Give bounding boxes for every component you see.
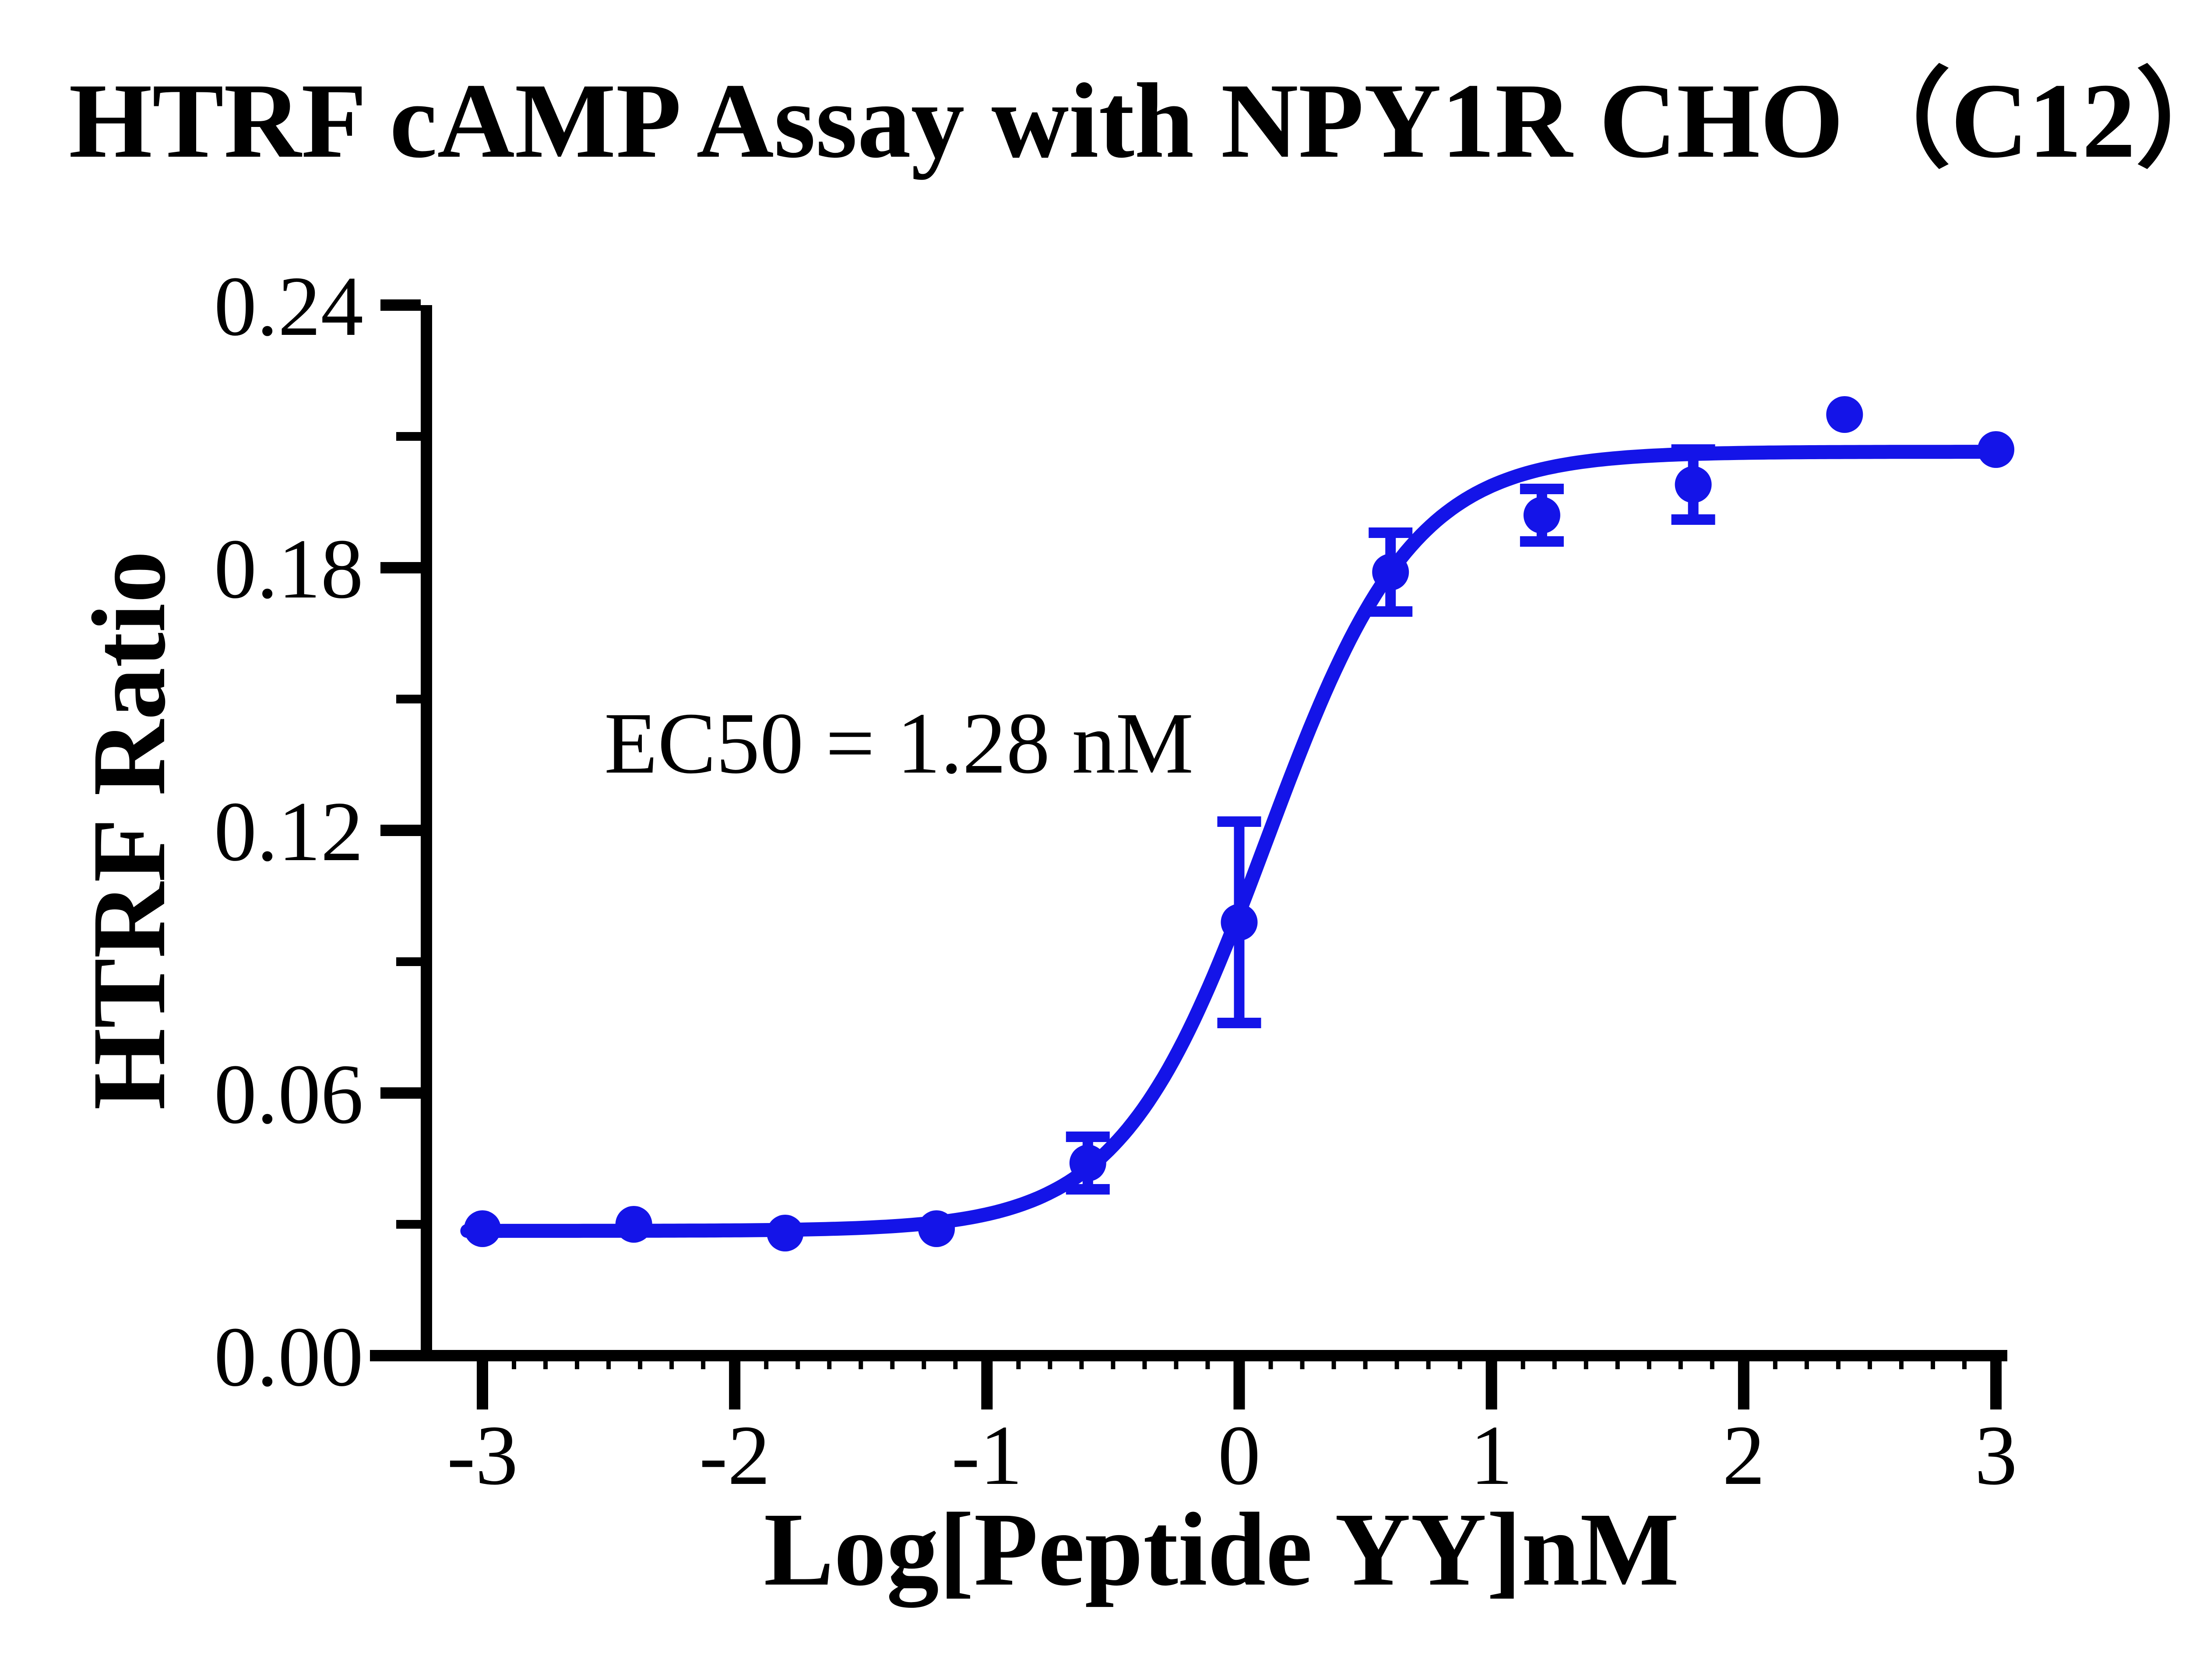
x-major-tick xyxy=(1233,1361,1245,1409)
x-minor-tick xyxy=(1615,1361,1620,1369)
x-minor-tick xyxy=(1174,1361,1179,1369)
data-point xyxy=(1069,1145,1106,1181)
x-tick-label: -1 xyxy=(951,1408,1022,1503)
x-minor-tick xyxy=(1962,1361,1967,1369)
x-major-tick xyxy=(477,1361,488,1409)
x-minor-tick xyxy=(701,1361,706,1369)
x-axis-label: Log[Peptide YY]nM xyxy=(764,1491,1679,1608)
x-minor-tick xyxy=(669,1361,674,1369)
x-tick-label: -2 xyxy=(699,1408,770,1503)
y-tick-label: 0.24 xyxy=(214,259,363,354)
x-minor-tick xyxy=(1268,1361,1273,1369)
y-major-tick xyxy=(380,299,421,311)
data-point xyxy=(464,1210,501,1247)
x-minor-tick xyxy=(1584,1361,1588,1369)
x-minor-tick xyxy=(859,1361,863,1369)
data-point xyxy=(918,1210,955,1247)
data-point xyxy=(767,1215,804,1251)
x-minor-tick xyxy=(1331,1361,1336,1369)
x-minor-tick xyxy=(890,1361,895,1369)
data-point xyxy=(1221,904,1258,941)
x-minor-tick xyxy=(1773,1361,1777,1369)
data-point xyxy=(1826,396,1863,433)
y-major-tick xyxy=(380,825,421,836)
x-minor-tick xyxy=(1678,1361,1683,1369)
data-point xyxy=(615,1206,652,1243)
y-minor-tick xyxy=(396,432,421,441)
x-major-tick xyxy=(729,1361,741,1409)
data-point xyxy=(1978,431,2015,468)
x-minor-tick xyxy=(953,1361,958,1369)
x-minor-tick xyxy=(1394,1361,1399,1369)
x-major-tick xyxy=(981,1361,993,1409)
y-axis-label: HTRF Ratio xyxy=(70,551,187,1110)
data-series-layer xyxy=(460,396,2015,1251)
x-minor-tick xyxy=(1300,1361,1305,1369)
x-minor-tick xyxy=(1457,1361,1462,1369)
x-tick-label: 0 xyxy=(1218,1408,1261,1503)
y-minor-tick xyxy=(396,957,421,966)
x-minor-tick xyxy=(1710,1361,1714,1369)
x-minor-tick xyxy=(1142,1361,1147,1369)
y-major-tick xyxy=(380,1350,421,1361)
x-minor-tick xyxy=(1111,1361,1116,1369)
y-minor-tick xyxy=(396,1220,421,1229)
x-major-tick xyxy=(1485,1361,1497,1409)
x-tick-label: 2 xyxy=(1722,1408,1765,1503)
x-minor-tick xyxy=(764,1361,769,1369)
data-point xyxy=(1675,466,1712,503)
x-minor-tick xyxy=(1552,1361,1557,1369)
y-major-tick xyxy=(380,1087,421,1099)
x-minor-tick xyxy=(606,1361,611,1369)
x-minor-tick xyxy=(575,1361,580,1369)
x-major-tick xyxy=(1738,1361,1749,1409)
x-minor-tick xyxy=(543,1361,548,1369)
x-minor-tick xyxy=(1205,1361,1210,1369)
x-minor-tick xyxy=(1048,1361,1052,1369)
x-minor-tick xyxy=(1520,1361,1525,1369)
x-tick-label: 3 xyxy=(1974,1408,2017,1503)
x-minor-tick xyxy=(1647,1361,1651,1369)
y-tick-label: 0.00 xyxy=(214,1310,363,1404)
x-major-tick xyxy=(1990,1361,2002,1409)
y-major-tick xyxy=(380,562,421,573)
y-tick-label: 0.12 xyxy=(214,784,363,879)
x-minor-tick xyxy=(827,1361,832,1369)
x-minor-tick xyxy=(1079,1361,1084,1369)
x-minor-tick xyxy=(638,1361,643,1369)
data-point xyxy=(1372,554,1409,590)
x-minor-tick xyxy=(1899,1361,1904,1369)
axes-layer: 0.00 0.06 0.12 0.18 0.24 -3 -2 -1 0 1 2 3 xyxy=(214,259,2017,1503)
y-minor-tick xyxy=(396,695,421,703)
x-tick-label: -3 xyxy=(447,1408,518,1503)
x-minor-tick xyxy=(1930,1361,1935,1369)
x-minor-tick xyxy=(1867,1361,1872,1369)
x-minor-tick xyxy=(512,1361,517,1369)
x-minor-tick xyxy=(795,1361,800,1369)
data-point xyxy=(1523,497,1560,534)
x-minor-tick xyxy=(922,1361,926,1369)
x-minor-tick xyxy=(1363,1361,1368,1369)
ec50-annotation: EC50 = 1.28 nM xyxy=(604,695,1193,792)
y-axis-line xyxy=(421,305,432,1361)
y-tick-label: 0.18 xyxy=(214,522,363,616)
x-minor-tick xyxy=(1836,1361,1841,1369)
chart-title: HTRF cAMP Assay with NPY1R CHO（C12） xyxy=(69,61,2189,180)
x-minor-tick xyxy=(1016,1361,1021,1369)
fit-curve xyxy=(460,445,2003,1238)
y-tick-label: 0.06 xyxy=(214,1047,363,1142)
x-axis-line xyxy=(370,1350,2007,1361)
x-minor-tick xyxy=(1426,1361,1431,1369)
x-tick-label: 1 xyxy=(1470,1408,1513,1503)
x-minor-tick xyxy=(1804,1361,1809,1369)
